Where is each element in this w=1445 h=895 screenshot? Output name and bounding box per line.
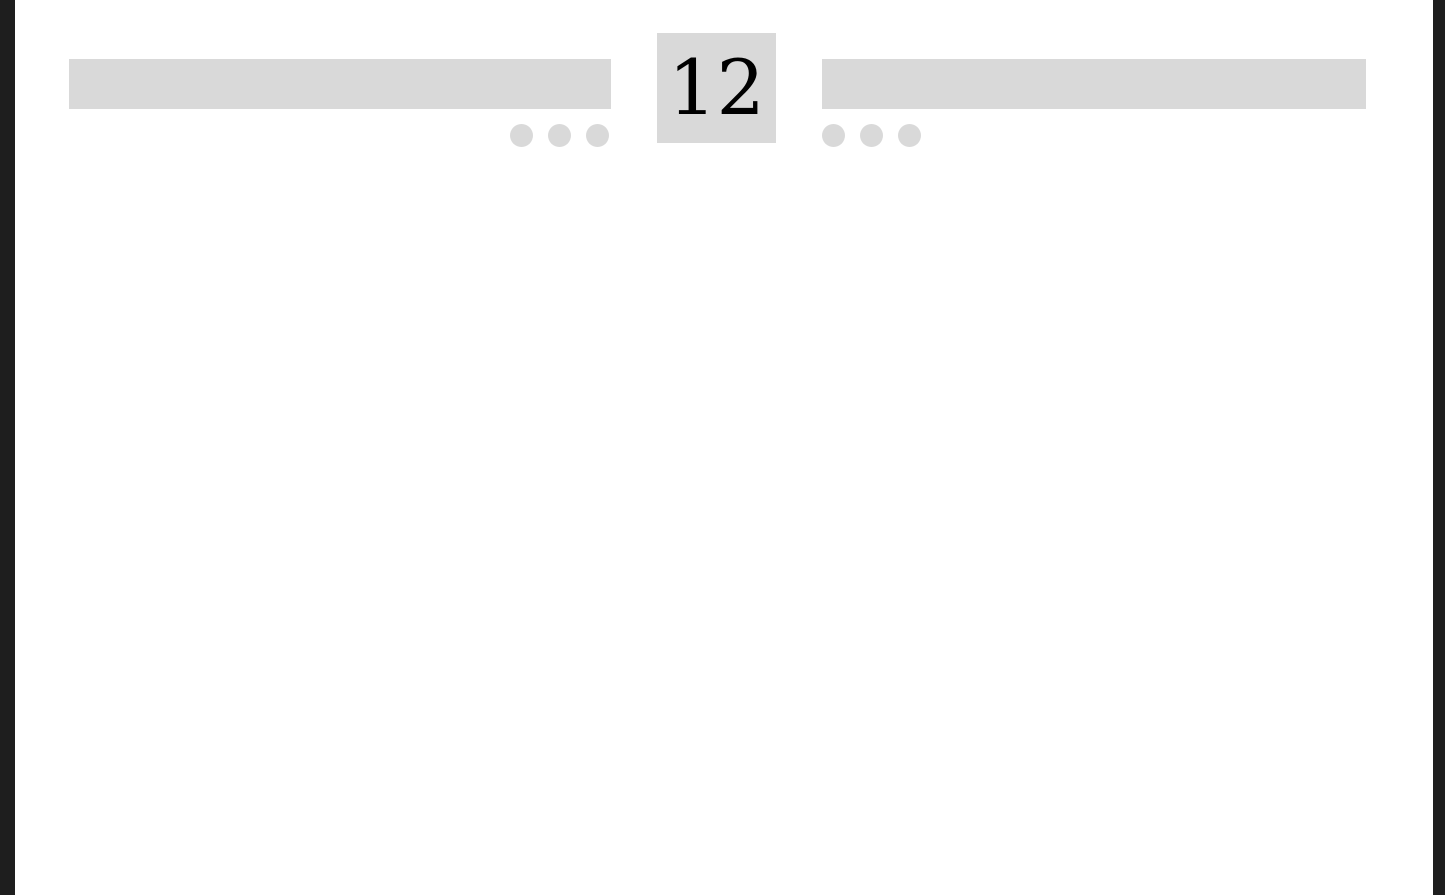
left-dots [510,124,609,147]
center-number: 12 [668,43,765,132]
left-dot [510,124,533,147]
right-dots [822,124,921,147]
right-dot [898,124,921,147]
left-progress-bar [69,59,611,109]
right-dot [860,124,883,147]
right-dot [822,124,845,147]
left-dot [548,124,571,147]
center-number-box: 12 [657,33,776,143]
left-dot [586,124,609,147]
game-screen: 12 [15,0,1433,895]
right-progress-bar [822,59,1366,109]
